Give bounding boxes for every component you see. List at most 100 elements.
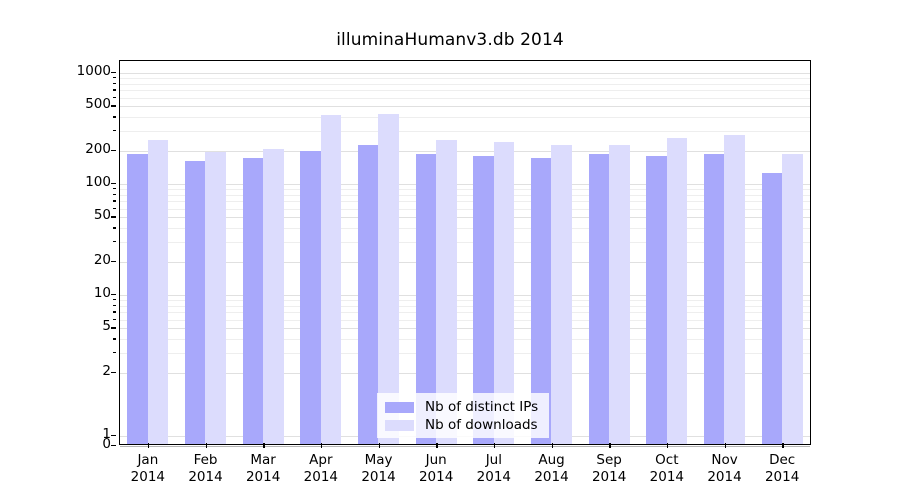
bar-downloads	[666, 137, 688, 444]
gridline-minor	[120, 194, 810, 196]
x-tick-mark	[493, 443, 496, 448]
x-tick-month: Nov	[711, 452, 738, 468]
chart-title: illuminaHumanv3.db 2014	[336, 30, 564, 50]
x-tick-label: Feb 2014	[177, 452, 235, 486]
gridline-major	[120, 73, 810, 74]
y-tick-label: 200	[85, 140, 111, 157]
x-tick-label: Nov 2014	[696, 452, 754, 486]
bar-downloads	[320, 115, 342, 444]
gridline-major	[120, 184, 810, 185]
y-tick-mark	[111, 260, 116, 262]
y-tick-label: 1	[102, 426, 111, 442]
bar-distinct-ips	[473, 156, 494, 444]
y-tick-mark-minor	[112, 89, 116, 91]
y-tick-mark	[111, 105, 116, 107]
gridline-minor	[120, 117, 810, 119]
gridline-major	[120, 217, 810, 219]
y-tick-mark	[111, 149, 116, 151]
y-tick-mark-minor	[112, 227, 116, 229]
x-tick-mark	[609, 443, 611, 448]
legend-item: Nb of distinct IPs	[385, 398, 541, 416]
x-tick-year: 2014	[418, 469, 454, 485]
plot-area	[119, 60, 811, 447]
bar-downloads	[205, 152, 226, 444]
y-tick-mark-minor	[112, 311, 116, 313]
gridline-minor	[120, 305, 810, 307]
y-tick-label: 10	[93, 285, 111, 301]
bar-distinct-ips	[703, 153, 725, 444]
bar-downloads	[493, 141, 515, 444]
x-tick-month: Dec	[769, 452, 796, 468]
x-tick-month: Jul	[485, 452, 502, 468]
y-tick-mark-minor	[112, 82, 116, 85]
legend-swatch-icon	[385, 419, 414, 431]
x-tick-month: Aug	[538, 452, 565, 468]
x-tick-month: Jan	[137, 452, 159, 468]
x-tick-label: Aug 2014	[523, 452, 581, 486]
x-tick-mark	[724, 443, 726, 448]
x-tick-year: 2014	[707, 469, 742, 485]
gridline-minor	[120, 353, 810, 354]
gridline-minor	[120, 97, 810, 99]
bar-distinct-ips	[184, 160, 206, 444]
x-tick-year: 2014	[130, 469, 166, 485]
bar-distinct-ips	[242, 157, 263, 444]
y-tick-mark-minor	[112, 200, 116, 202]
bar-downloads	[724, 135, 745, 444]
bar-distinct-ips	[530, 157, 552, 444]
y-tick-mark-minor	[112, 77, 116, 79]
y-tick-mark	[111, 435, 116, 437]
bar-downloads	[436, 139, 457, 444]
x-tick-label: Jan 2014	[119, 452, 177, 486]
y-tick-mark	[111, 216, 116, 218]
x-tick-label: Oct 2014	[638, 452, 696, 486]
x-tick-label: Jun 2014	[407, 452, 465, 486]
gridline-major	[120, 261, 810, 263]
x-tick-label: Sep 2014	[580, 452, 638, 486]
y-tick-mark-minor	[112, 299, 116, 301]
gridline-major	[120, 372, 810, 374]
y-tick-mark	[111, 294, 116, 296]
gridline-minor	[120, 208, 810, 210]
x-tick-label: May 2014	[350, 452, 408, 486]
y-tick-mark-minor	[112, 241, 116, 243]
gridline-major	[120, 446, 810, 447]
legend-label: Nb of distinct IPs	[425, 399, 539, 415]
x-tick-month: Jun	[425, 452, 447, 468]
x-tick-mark	[320, 443, 323, 448]
x-axis-tick-labels: Jan 2014 Feb 2014 Mar 2014 Apr 2014 May 2014 Jun 20…	[119, 443, 811, 496]
legend-swatch-icon	[385, 401, 414, 413]
bar-distinct-ips	[415, 153, 436, 444]
y-tick-label: 2	[102, 362, 111, 379]
y-tick-mark	[111, 371, 116, 373]
y-tick-mark-minor	[112, 116, 116, 118]
gridline-minor	[120, 131, 810, 132]
gridline-minor	[120, 201, 810, 203]
y-tick-mark-minor	[112, 193, 116, 196]
gridline-major	[120, 328, 810, 330]
x-tick-mark	[551, 443, 553, 448]
gridline-minor	[120, 78, 810, 80]
bar-downloads	[551, 145, 572, 444]
gridline-minor	[120, 189, 810, 191]
gridline-minor	[120, 83, 810, 85]
bar-downloads	[782, 153, 803, 444]
bar-distinct-ips	[300, 151, 321, 444]
bar-downloads	[609, 145, 630, 444]
bar-distinct-ips	[357, 145, 379, 444]
x-tick-year: 2014	[649, 469, 685, 485]
gridline-minor	[120, 319, 810, 321]
x-tick-year: 2014	[764, 469, 800, 485]
bar-downloads	[263, 148, 284, 444]
gridline-minor	[120, 228, 810, 230]
legend-label: Nb of downloads	[425, 417, 538, 433]
gridline-major	[120, 106, 810, 108]
x-tick-year: 2014	[245, 469, 281, 485]
y-tick-mark-minor	[112, 338, 116, 340]
x-tick-year: 2014	[476, 469, 512, 485]
bars-layer	[120, 61, 810, 444]
y-tick-mark-minor	[112, 96, 116, 98]
gridlines	[120, 61, 810, 447]
x-tick-mark	[205, 443, 207, 448]
y-tick-mark	[111, 445, 116, 447]
